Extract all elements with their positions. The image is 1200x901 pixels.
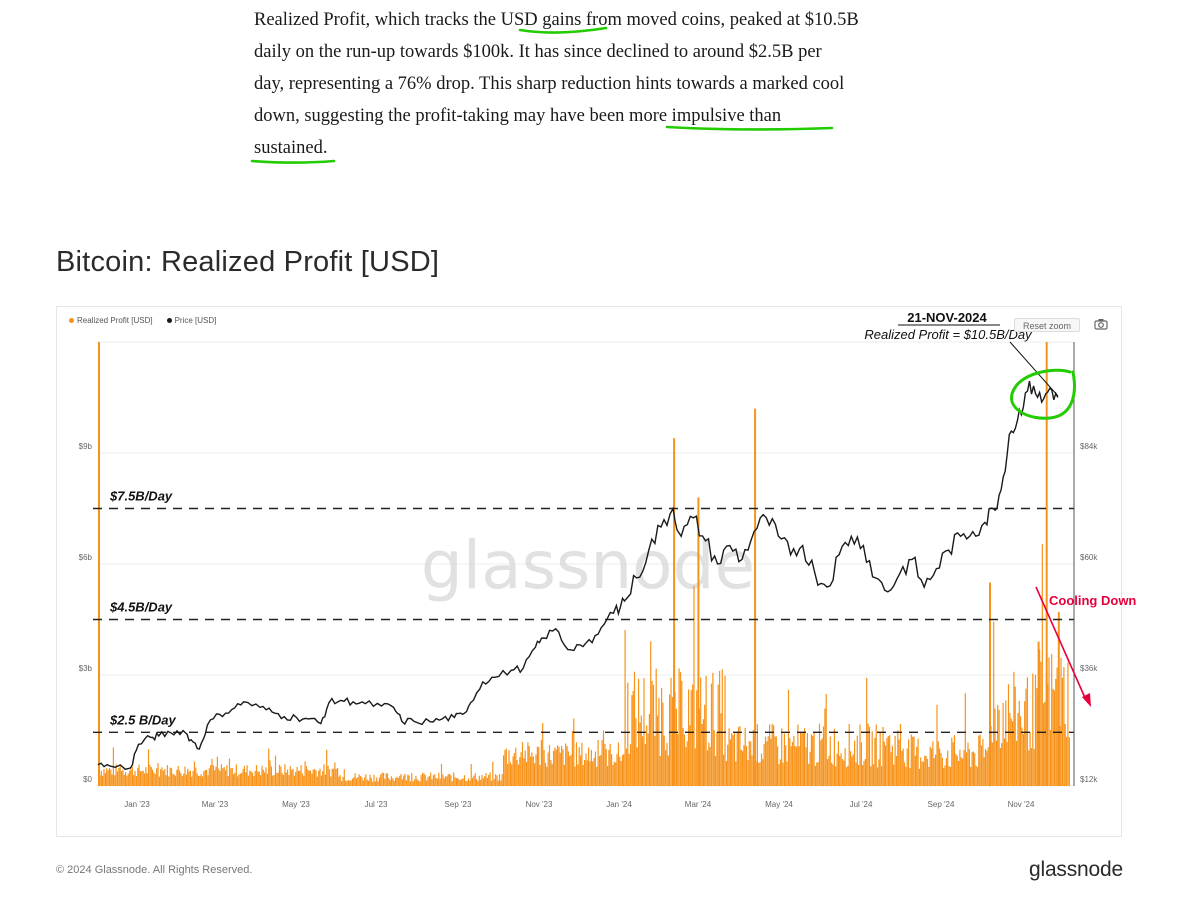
right-axis-tick: $84k [1080, 442, 1098, 451]
article-line: Realized Profit, which tracks the USD ga… [254, 10, 859, 30]
x-axis-tick: Mar '23 [201, 800, 229, 809]
left-axis-tick: $9b [78, 442, 92, 451]
right-axis-tick: $36k [1080, 664, 1098, 673]
x-axis-tick: May '23 [282, 800, 310, 809]
article-line: sustained. [254, 138, 328, 158]
article-line: daily on the run-up towards $100k. It ha… [254, 42, 822, 62]
x-axis-tick: Jul '24 [849, 800, 873, 809]
article-line: down, suggesting the profit-taking may h… [254, 106, 782, 126]
x-axis-tick: Sep '24 [927, 800, 955, 809]
legend-dot-icon [69, 318, 74, 323]
legend-item-profit[interactable]: Realized Profit [USD] [69, 316, 153, 325]
chart-legend: Realized Profit [USD] Price [USD] [69, 316, 216, 325]
right-axis-tick: $12k [1080, 775, 1098, 784]
x-axis-tick: Nov '24 [1007, 800, 1035, 809]
legend-label: Realized Profit [USD] [77, 316, 153, 325]
article-paragraph: Realized Profit, which tracks the USD ga… [254, 4, 934, 164]
x-axis-tick: Mar '24 [684, 800, 712, 809]
x-axis-tick: Jan '24 [606, 800, 632, 809]
x-axis-tick: Jul '23 [364, 800, 388, 809]
x-axis-tick: May '24 [765, 800, 793, 809]
footer-copyright: © 2024 Glassnode. All Rights Reserved. [56, 864, 253, 876]
x-axis-tick: Jan '23 [124, 800, 150, 809]
x-axis-tick: Nov '23 [525, 800, 553, 809]
chart-frame [56, 306, 1122, 837]
reset-zoom-button[interactable]: Reset zoom [1014, 318, 1080, 332]
left-axis-tick: $0 [83, 775, 92, 784]
camera-icon[interactable] [1094, 318, 1108, 330]
chart-title: Bitcoin: Realized Profit [USD] [56, 246, 440, 278]
glassnode-logo[interactable]: glassnode [1029, 858, 1123, 881]
left-axis-tick: $6b [78, 553, 92, 562]
right-axis-tick: $60k [1080, 553, 1098, 562]
article-line: day, representing a 76% drop. This sharp… [254, 74, 845, 94]
legend-label: Price [USD] [174, 316, 217, 325]
x-axis-tick: Sep '23 [444, 800, 472, 809]
legend-item-price[interactable]: Price [USD] [166, 316, 217, 325]
left-axis-tick: $3b [78, 664, 92, 673]
legend-dot-icon [166, 318, 172, 323]
